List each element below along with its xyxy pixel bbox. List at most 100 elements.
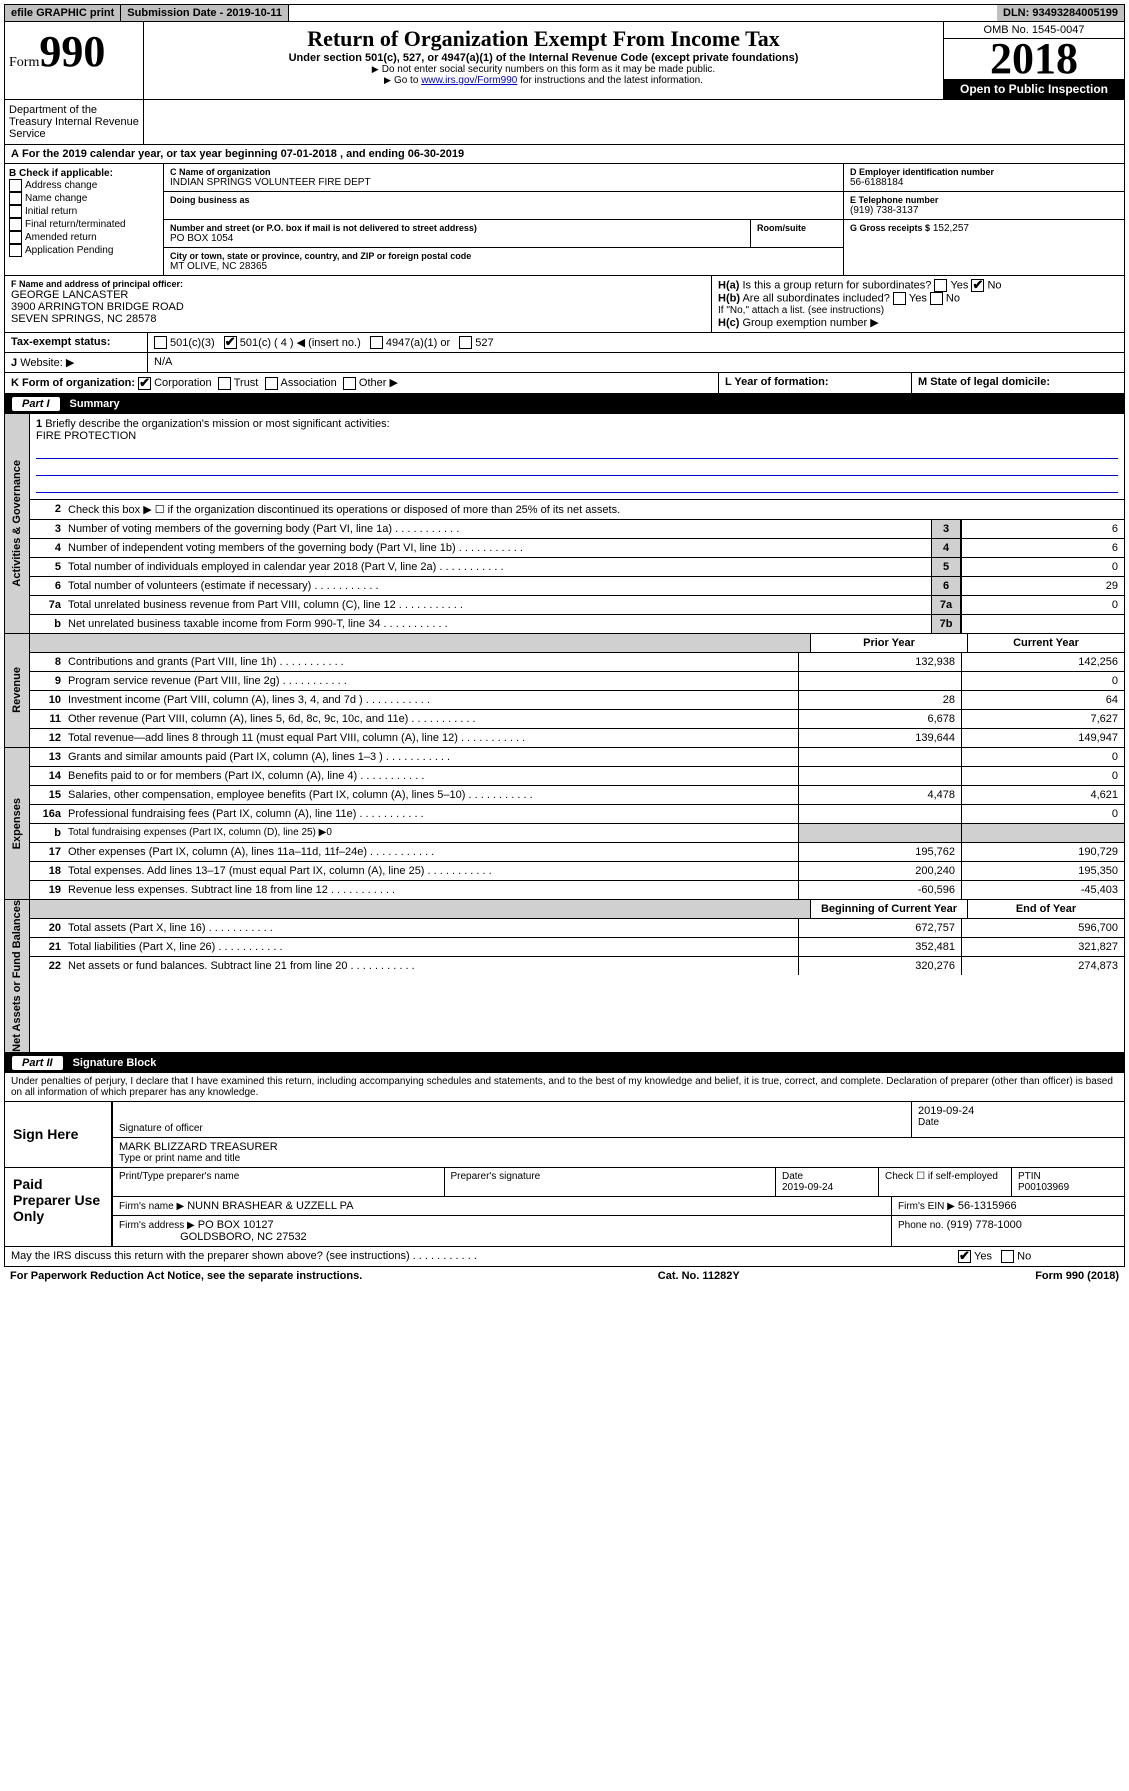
hb-no[interactable]: [930, 292, 943, 305]
submission-date: Submission Date - 2019-10-11: [121, 5, 289, 21]
ein-value: 56-6188184: [850, 177, 1118, 188]
efile-label[interactable]: efile GRAPHIC print: [5, 5, 121, 21]
summary-row: 7aTotal unrelated business revenue from …: [30, 596, 1124, 615]
firm-name-label: Firm's name ▶: [119, 1201, 184, 1212]
mission-line: [36, 444, 1118, 459]
city-label: City or town, state or province, country…: [170, 251, 837, 261]
k-corp[interactable]: [138, 377, 151, 390]
q2-text: Check this box ▶ ☐ if the organization d…: [64, 500, 1124, 519]
mission-block: 1 Briefly describe the organization's mi…: [30, 414, 1124, 500]
firm-ein: 56-1315966: [958, 1200, 1017, 1212]
box-b-label: B Check if applicable:: [9, 168, 159, 179]
tab-governance: Activities & Governance: [5, 414, 30, 633]
hb-yes[interactable]: [893, 292, 906, 305]
check-name-change[interactable]: [9, 192, 22, 205]
gross-label: G Gross receipts $: [850, 223, 930, 233]
h-c: H(c) Group exemption number ▶: [718, 316, 1118, 329]
form-subtitle: Under section 501(c), 527, or 4947(a)(1)…: [150, 52, 937, 64]
ha-no[interactable]: [971, 279, 984, 292]
phone-label: E Telephone number: [850, 195, 1118, 205]
tax-period: A For the 2019 calendar year, or tax yea…: [4, 145, 1125, 164]
sign-here-block: Sign Here Signature of officer 2019-09-2…: [4, 1102, 1125, 1168]
mission-line: [36, 478, 1118, 493]
k-other[interactable]: [343, 377, 356, 390]
firm-ein-label: Firm's EIN ▶: [898, 1201, 955, 1212]
box-j: J Website: ▶ N/A: [4, 353, 1125, 373]
check-final-return[interactable]: [9, 218, 22, 231]
end-year-header: End of Year: [967, 900, 1124, 918]
i-4947[interactable]: [370, 336, 383, 349]
paid-preparer-label: Paid Preparer Use Only: [5, 1168, 113, 1246]
gross-receipts: 152,257: [933, 223, 969, 234]
k-assoc[interactable]: [265, 377, 278, 390]
summary-row: 6Total number of volunteers (estimate if…: [30, 577, 1124, 596]
firm-phone: (919) 778-1000: [947, 1219, 1022, 1231]
discuss-yes[interactable]: [958, 1250, 971, 1263]
firm-addr-label: Firm's address ▶: [119, 1220, 195, 1231]
k-trust[interactable]: [218, 377, 231, 390]
tab-expenses: Expenses: [5, 748, 30, 899]
box-b: B Check if applicable: Address change Na…: [5, 164, 164, 275]
footer: For Paperwork Reduction Act Notice, see …: [4, 1267, 1125, 1285]
q1-label: Briefly describe the organization's miss…: [45, 418, 389, 430]
officer-name: GEORGE LANCASTER: [11, 289, 705, 301]
summary-row: 5Total number of individuals employed in…: [30, 558, 1124, 577]
website-value: N/A: [148, 353, 1124, 372]
city-state-zip: MT OLIVE, NC 28365: [170, 261, 837, 272]
officer-addr1: 3900 ARRINGTON BRIDGE ROAD: [11, 301, 705, 313]
check-amended[interactable]: [9, 231, 22, 244]
mission-line: [36, 461, 1118, 476]
h-b: H(b) Are all subordinates included? Yes …: [718, 292, 1118, 305]
footer-mid: Cat. No. 11282Y: [658, 1270, 740, 1282]
h-a: H(a) Is this a group return for subordin…: [718, 279, 1118, 292]
firm-phone-label: Phone no.: [898, 1220, 944, 1231]
type-name-label: Type or print name and title: [119, 1153, 1118, 1164]
summary-row: 21Total liabilities (Part X, line 26)352…: [30, 938, 1124, 957]
netassets-section: Net Assets or Fund Balances Beginning of…: [4, 900, 1125, 1053]
discuss-row: May the IRS discuss this return with the…: [4, 1247, 1125, 1267]
phone-value: (919) 738-3137: [850, 205, 1118, 216]
summary-row: 8Contributions and grants (Part VIII, li…: [30, 653, 1124, 672]
ha-yes[interactable]: [934, 279, 947, 292]
dln: DLN: 93493284005199: [997, 5, 1124, 21]
i-527[interactable]: [459, 336, 472, 349]
check-app-pending[interactable]: [9, 244, 22, 257]
date-label: Date: [918, 1117, 1118, 1128]
i-501c3[interactable]: [154, 336, 167, 349]
summary-row: 18Total expenses. Add lines 13–17 (must …: [30, 862, 1124, 881]
perjury-text: Under penalties of perjury, I declare th…: [4, 1073, 1125, 1102]
form-number: 990: [39, 27, 105, 76]
ptin-value: P00103969: [1018, 1182, 1069, 1193]
mission-text: FIRE PROTECTION: [36, 430, 136, 442]
current-year-header: Current Year: [967, 634, 1124, 652]
officer-label: F Name and address of principal officer:: [11, 279, 705, 289]
prior-year-header: Prior Year: [810, 634, 967, 652]
summary-row: 19Revenue less expenses. Subtract line 1…: [30, 881, 1124, 899]
firm-addr1: PO BOX 10127: [198, 1219, 274, 1231]
i-501c[interactable]: [224, 336, 237, 349]
expenses-section: Expenses 13Grants and similar amounts pa…: [4, 748, 1125, 900]
check-address-change[interactable]: [9, 179, 22, 192]
self-employed-check[interactable]: Check ☐ if self-employed: [879, 1168, 1012, 1196]
dba-label: Doing business as: [170, 195, 837, 205]
street-address: PO BOX 1054: [170, 233, 744, 244]
box-c: C Name of organization INDIAN SPRINGS VO…: [164, 164, 844, 275]
part1-pill: Part I: [12, 397, 60, 411]
part2-header: Part II Signature Block: [4, 1053, 1125, 1073]
ein-label: D Employer identification number: [850, 167, 1118, 177]
officer-printed-name: MARK BLIZZARD TREASURER: [119, 1141, 1118, 1153]
f-h-row: F Name and address of principal officer:…: [4, 276, 1125, 333]
irs-link[interactable]: www.irs.gov/Form990: [421, 75, 517, 86]
tax-year: 2018: [944, 39, 1124, 79]
org-name: INDIAN SPRINGS VOLUNTEER FIRE DEPT: [170, 177, 837, 188]
part1-heading: Summary: [70, 398, 120, 410]
discuss-no[interactable]: [1001, 1250, 1014, 1263]
tax-exempt-label: Tax-exempt status:: [5, 333, 148, 353]
box-l: L Year of formation:: [719, 373, 912, 393]
summary-row: 22Net assets or fund balances. Subtract …: [30, 957, 1124, 975]
prep-date: 2019-09-24: [782, 1182, 833, 1193]
topbar: efile GRAPHIC print Submission Date - 20…: [4, 4, 1125, 22]
beg-year-header: Beginning of Current Year: [810, 900, 967, 918]
check-initial-return[interactable]: [9, 205, 22, 218]
summary-row: 10Investment income (Part VIII, column (…: [30, 691, 1124, 710]
